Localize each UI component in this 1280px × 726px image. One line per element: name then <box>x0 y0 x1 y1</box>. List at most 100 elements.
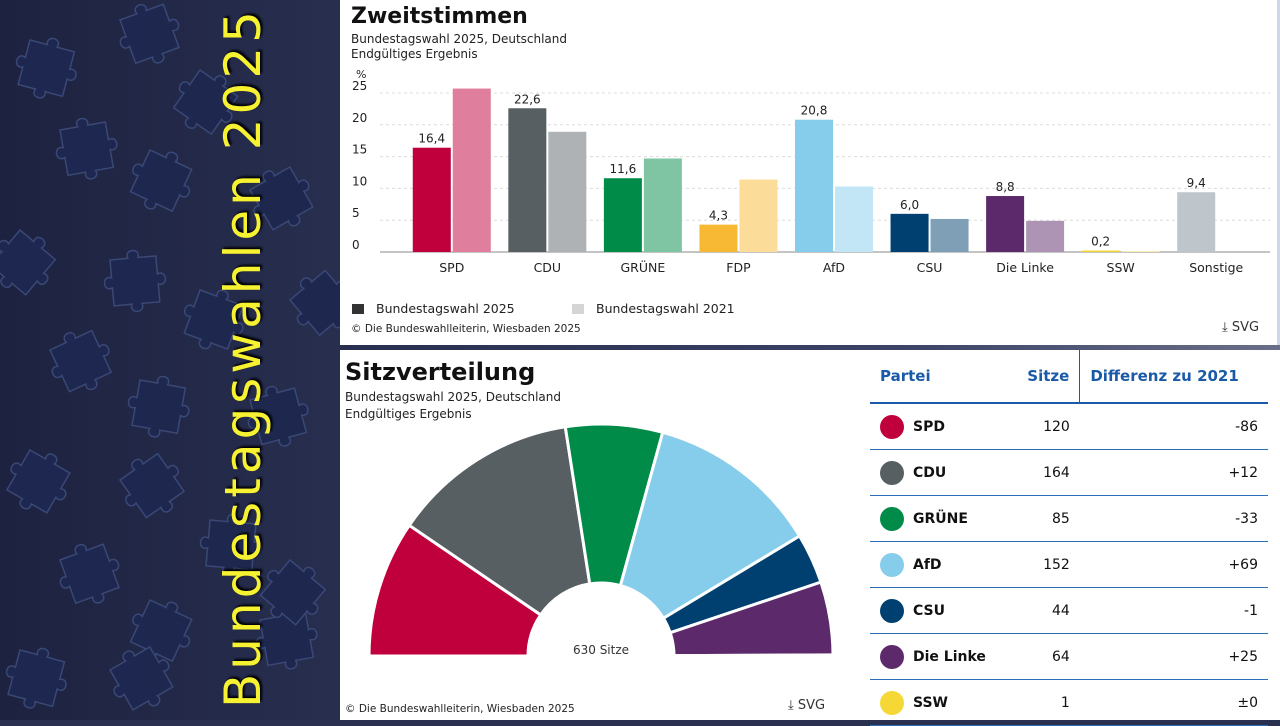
svg-download-label: SVG <box>797 698 826 713</box>
data-label: 8,8 <box>996 180 1015 194</box>
diff-cell: +12 <box>1079 449 1268 496</box>
party-color-dot <box>880 644 904 669</box>
diff-cell: ±0 <box>1079 679 1268 726</box>
category-label: SSW <box>1107 260 1135 275</box>
table-row: CDU 164 +12 <box>870 449 1268 496</box>
bar-2025 <box>795 119 833 252</box>
category-label: CSU <box>917 260 943 275</box>
data-label: 22,6 <box>514 92 541 106</box>
bar-2021 <box>1026 220 1065 252</box>
data-label: 11,6 <box>610 162 637 176</box>
party-cell: CDU <box>870 449 1011 496</box>
y-tick-label: 15 <box>352 143 367 157</box>
table-row: Die Linke 64 +25 <box>870 633 1268 680</box>
party-cell: GRÜNE <box>870 495 1011 542</box>
seats-cell: 1 <box>1010 679 1080 726</box>
y-tick-label: 10 <box>352 174 367 188</box>
sitze-table-panel: Partei Sitze Differenz zu 2021 SPD 120 -86… <box>862 350 1280 726</box>
seats-cell: 85 <box>1010 495 1080 542</box>
sitzverteilung-chart: 630 Sitze <box>367 422 835 658</box>
bar-2025 <box>986 196 1025 252</box>
sitzverteilung-svg-download[interactable]: ⤓ SVG <box>788 698 825 713</box>
party-name: SPD <box>913 418 945 435</box>
bar-2025 <box>1081 250 1120 252</box>
party-cell: AfD <box>870 541 1011 588</box>
category-label: GRÜNE <box>620 259 665 275</box>
diff-cell: +25 <box>1079 633 1268 680</box>
seats-cell: 164 <box>1010 449 1080 496</box>
header-sitze: Sitze <box>1010 350 1081 404</box>
legend-label-2025: Bundestagswahl 2025 <box>376 301 515 316</box>
party-cell: SSW <box>870 679 1011 726</box>
party-color-dot <box>880 552 904 577</box>
table-row: SPD 120 -86 <box>870 403 1268 450</box>
party-cell: Die Linke <box>870 633 1011 680</box>
slide-title: Bundestagswahlen 2025 <box>214 7 272 708</box>
party-name: Die Linke <box>913 648 986 665</box>
bar-2025 <box>699 224 738 252</box>
seat-segment <box>407 425 592 617</box>
sitzverteilung-title: Sitzverteilung <box>345 358 536 386</box>
data-label: 0,2 <box>1091 235 1110 249</box>
seat-segment <box>618 430 802 621</box>
party-cell: SPD <box>870 403 1011 450</box>
category-label: AfD <box>823 260 845 275</box>
bar-2021 <box>835 186 873 252</box>
party-name: AfD <box>913 556 942 573</box>
zweitstimmen-title: Zweitstimmen <box>351 4 528 29</box>
party-color-dot <box>880 460 904 485</box>
party-color-dot <box>880 414 904 439</box>
sitzverteilung-status: Endgültiges Ergebnis <box>345 407 472 421</box>
table-row: GRÜNE 85 -33 <box>870 495 1268 542</box>
category-label: CDU <box>534 260 562 275</box>
sitzverteilung-panel: Sitzverteilung Bundestagswahl 2025, Deut… <box>340 350 862 720</box>
zweitstimmen-bar-chart: % 0 5 10 15 20 25 16,4 SPD 22,6 CDU 11,6 GRÜNE 4,3 FDP… <box>352 68 1270 316</box>
legend-label-2021: Bundestagswahl 2021 <box>596 301 735 316</box>
data-label: 16,4 <box>418 132 445 146</box>
category-label: Die Linke <box>996 260 1054 275</box>
seats-cell: 44 <box>1010 587 1080 634</box>
sitze-table: Partei Sitze Differenz zu 2021 SPD 120 -86… <box>870 350 1268 726</box>
seats-cell: 152 <box>1010 541 1080 588</box>
zweitstimmen-svg-download[interactable]: ⤓ SVG <box>1222 320 1259 335</box>
bar-2021 <box>1121 251 1160 252</box>
diff-cell: +69 <box>1079 541 1268 588</box>
legend-swatch-2025 <box>352 304 364 314</box>
bar-2025 <box>603 178 642 252</box>
header-partei: Partei <box>870 350 1011 404</box>
party-name: GRÜNE <box>913 510 968 527</box>
bar-2025 <box>890 213 929 252</box>
bar-2021 <box>739 179 778 252</box>
category-label: Sonstige <box>1189 260 1243 275</box>
download-icon: ⤓ <box>1222 320 1228 335</box>
data-label: 20,8 <box>801 104 828 118</box>
bar-2021 <box>548 131 587 252</box>
diff-cell: -33 <box>1079 495 1268 542</box>
category-label: SPD <box>439 260 464 275</box>
y-tick-label: 0 <box>352 238 360 252</box>
bar-2025 <box>1177 192 1216 252</box>
data-label: 4,3 <box>709 209 728 223</box>
svg-download-label: SVG <box>1231 320 1260 335</box>
party-name: CSU <box>913 602 945 619</box>
y-tick-label: 20 <box>352 111 367 125</box>
bar-2025 <box>508 108 547 252</box>
diff-cell: -86 <box>1079 403 1268 450</box>
seat-total-label: 630 Sitze <box>573 643 629 657</box>
sitzverteilung-subtitle: Bundestagswahl 2025, Deutschland <box>345 390 562 404</box>
table-header-row: Partei Sitze Differenz zu 2021 <box>870 350 1268 404</box>
party-name: SSW <box>913 694 948 711</box>
zweitstimmen-status: Endgültiges Ergebnis <box>351 47 478 61</box>
category-label: FDP <box>726 260 751 275</box>
zweitstimmen-copyright: © Die Bundeswahlleiterin, Wiesbaden 2025 <box>351 323 581 335</box>
party-color-dot <box>880 690 904 715</box>
y-tick-label: 5 <box>352 206 360 220</box>
seats-cell: 64 <box>1010 633 1080 680</box>
header-differenz: Differenz zu 2021 <box>1079 350 1268 404</box>
diff-cell: -1 <box>1079 587 1268 634</box>
zweitstimmen-subtitle: Bundestagswahl 2025, Deutschland <box>351 32 568 46</box>
seats-cell: 120 <box>1010 403 1080 450</box>
table-row: CSU 44 -1 <box>870 587 1268 634</box>
party-cell: CSU <box>870 587 1011 634</box>
bar-2025 <box>412 147 451 252</box>
